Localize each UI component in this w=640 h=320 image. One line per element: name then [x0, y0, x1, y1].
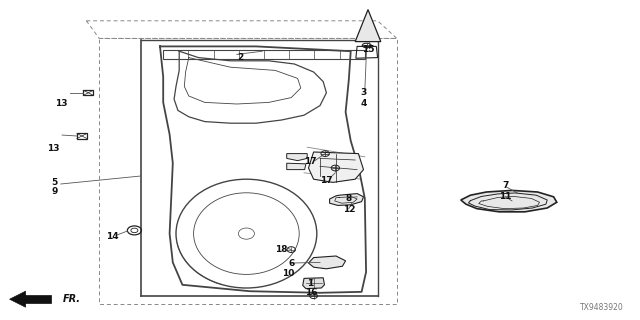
Text: 15: 15	[362, 45, 374, 54]
Text: 13: 13	[47, 144, 60, 153]
Bar	[83, 90, 93, 95]
Polygon shape	[308, 152, 364, 182]
Text: FR.: FR.	[63, 293, 81, 304]
Polygon shape	[330, 194, 364, 205]
Text: 7: 7	[502, 181, 509, 190]
Polygon shape	[287, 154, 307, 161]
Text: 11: 11	[499, 192, 512, 201]
Text: 5: 5	[51, 178, 58, 187]
Text: 1: 1	[307, 279, 314, 288]
Text: 4: 4	[360, 100, 367, 108]
Text: 10: 10	[282, 269, 294, 278]
Text: 12: 12	[342, 205, 355, 214]
Polygon shape	[287, 163, 306, 170]
Text: 17: 17	[304, 157, 317, 166]
Polygon shape	[303, 278, 324, 289]
Polygon shape	[355, 10, 381, 42]
Text: 6: 6	[288, 260, 294, 268]
Text: 8: 8	[346, 194, 352, 203]
Text: 3: 3	[360, 88, 367, 97]
Text: 9: 9	[51, 188, 58, 196]
Bar	[77, 133, 87, 139]
Text: 13: 13	[54, 100, 67, 108]
Polygon shape	[10, 291, 26, 307]
Text: TX9483920: TX9483920	[580, 303, 624, 312]
Text: 18: 18	[275, 245, 288, 254]
Text: 17: 17	[320, 176, 333, 185]
Text: 2: 2	[237, 53, 243, 62]
Text: 16: 16	[305, 288, 318, 297]
Polygon shape	[308, 256, 346, 269]
Text: 14: 14	[106, 232, 118, 241]
Polygon shape	[461, 190, 557, 212]
Polygon shape	[22, 295, 51, 303]
